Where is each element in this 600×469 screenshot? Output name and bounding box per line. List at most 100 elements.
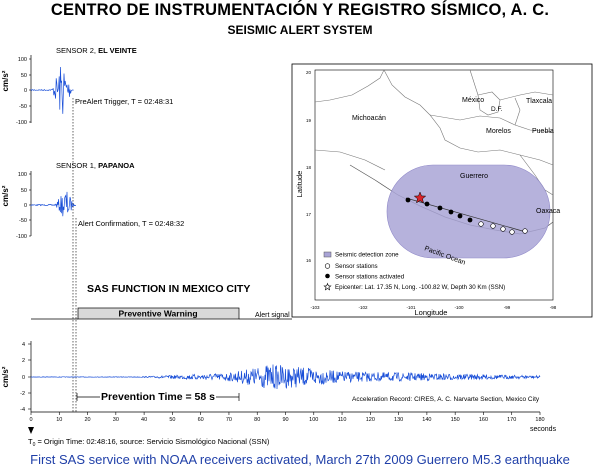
record-y-tick-label: 0 bbox=[22, 375, 25, 381]
map-x-tick-label: -103 bbox=[310, 305, 320, 310]
sensor1-tick-label: 0 bbox=[24, 203, 27, 209]
sensor2-name: EL VEINTE bbox=[98, 46, 137, 55]
station bbox=[522, 228, 528, 234]
origin-time-marker-icon bbox=[28, 427, 34, 434]
map-x-tick-label: -100 bbox=[454, 305, 464, 310]
region-label: Puebla bbox=[532, 128, 554, 135]
record-x-unit: seconds bbox=[530, 426, 557, 433]
epicenter-star-icon bbox=[413, 191, 427, 204]
map-y-axis-label: Latitude bbox=[295, 171, 304, 198]
record-unit-label: cm/s² bbox=[1, 366, 10, 387]
sensor1-tick-label: 50 bbox=[21, 188, 27, 194]
region-label: Michoacán bbox=[352, 115, 386, 122]
sensor2-waveform bbox=[30, 66, 74, 114]
footer-caption: First SAS service with NOAA receivers ac… bbox=[30, 452, 570, 467]
legend-item: Sensor stations bbox=[335, 263, 378, 270]
record-y-tick-label: -4 bbox=[20, 407, 25, 413]
station bbox=[478, 221, 484, 227]
record-x-tick-label: 30 bbox=[113, 417, 119, 423]
page-title: CENTRO DE INSTRUMENTACIÓN Y REGISTRO SÍS… bbox=[50, 1, 550, 19]
sensor2-panel: cm/s² 100 50 0 -50 -100 SENSOR 2, EL VEI… bbox=[1, 46, 173, 126]
map-y-tick-label: 16 bbox=[306, 258, 312, 263]
record-x-tick-label: 90 bbox=[282, 417, 288, 423]
sensor1-panel: cm/s² 100 50 0 -50 -100 SENSOR 1, PAPANO… bbox=[1, 161, 184, 240]
region-label: Guerrero bbox=[460, 173, 488, 180]
sas-heading: SAS FUNCTION IN MEXICO CITY bbox=[87, 283, 250, 295]
sensor2-tick-label: 0 bbox=[24, 88, 27, 94]
record-y-tick-label: 4 bbox=[22, 342, 25, 348]
sensor1-tick-label: -100 bbox=[16, 234, 27, 240]
station-activated bbox=[457, 213, 463, 219]
legend-zone-swatch bbox=[323, 251, 332, 258]
record-x-tick-label: 60 bbox=[198, 417, 204, 423]
sensor-stations bbox=[478, 221, 528, 235]
map-x-tick-label: -98 bbox=[550, 305, 557, 310]
legend-activated-icon bbox=[325, 273, 330, 279]
region-label: D.F. bbox=[491, 106, 503, 113]
record-waveform bbox=[30, 364, 541, 390]
record-x-tick-label: 180 bbox=[535, 417, 544, 423]
map-x-tick-label: -101 bbox=[406, 305, 416, 310]
sensor1-tick-label: -50 bbox=[19, 218, 27, 224]
map-x-axis-label: Longitude bbox=[415, 308, 448, 317]
sensor2-tick-label: 100 bbox=[18, 57, 27, 63]
record-x-tick-label: 40 bbox=[141, 417, 147, 423]
record-y-tick-label: 2 bbox=[22, 358, 25, 364]
map-y-tick-label: 17 bbox=[306, 212, 312, 217]
record-x-ticks: 0 10 20 30 40 50 60 70 80 90 100 110 120 130 140 150 160… bbox=[29, 412, 545, 423]
legend-item: Seismic detection zone bbox=[335, 252, 399, 259]
map-x-tick-label: -102 bbox=[358, 305, 368, 310]
region-label: Tlaxcala bbox=[526, 98, 552, 105]
origin-sub: 0 bbox=[33, 442, 36, 448]
sensor1-event-text: Alert Confirmation, T = 02:48:32 bbox=[78, 219, 184, 228]
origin-t: T bbox=[28, 437, 33, 446]
region-label: Oaxaca bbox=[536, 208, 560, 215]
record-x-tick-label: 10 bbox=[56, 417, 62, 423]
record-x-tick-label: 20 bbox=[84, 417, 90, 423]
sensor1-tick-label: 100 bbox=[18, 172, 27, 178]
region-label: México bbox=[462, 97, 484, 104]
sensor1-unit-label: cm/s² bbox=[1, 185, 10, 206]
sensor1-name: PAPANOA bbox=[98, 161, 135, 170]
record-x-tick-label: 160 bbox=[479, 417, 488, 423]
preventive-warning-label: Preventive Warning bbox=[118, 309, 197, 319]
legend-station-icon bbox=[324, 263, 331, 269]
legend-item: Epicenter: Lat. 17.35 N, Long. -100.82 W… bbox=[335, 284, 505, 291]
legend-item: Sensor stations activated bbox=[335, 274, 405, 281]
record-x-tick-label: 80 bbox=[254, 417, 260, 423]
record-x-tick-label: 170 bbox=[507, 417, 516, 423]
map-plot-area bbox=[314, 69, 554, 301]
station-activated bbox=[405, 197, 411, 203]
record-x-tick-label: 130 bbox=[394, 417, 403, 423]
preventive-warning-box bbox=[77, 307, 240, 320]
station-activated bbox=[424, 201, 430, 207]
map-y-tick-label: 20 bbox=[306, 70, 312, 75]
record-x-tick-label: 0 bbox=[29, 417, 32, 423]
region-label: Morelos bbox=[486, 128, 511, 135]
legend-epicenter-star-icon bbox=[323, 282, 332, 291]
sensor2-tick-label: -50 bbox=[19, 104, 27, 110]
seismic-detection-zone bbox=[386, 164, 551, 259]
record-x-tick-label: 70 bbox=[226, 417, 232, 423]
origin-rest: = Origin Time: 02:48:16, source: Servici… bbox=[35, 437, 270, 446]
page-subtitle: SEISMIC ALERT SYSTEM bbox=[227, 23, 373, 37]
map-panel: Michoacán México D.F. Tlaxcala Morelos P… bbox=[291, 63, 593, 318]
station bbox=[509, 229, 515, 235]
activated-stations bbox=[405, 197, 473, 223]
sensor2-unit-label: cm/s² bbox=[1, 70, 10, 91]
sensor2-tick-label: 50 bbox=[21, 73, 27, 79]
sas-panel: SAS FUNCTION IN MEXICO CITY Preventive W… bbox=[31, 283, 292, 320]
record-y-tick-label: -2 bbox=[20, 391, 25, 397]
prevention-time-label: Prevention Time = 58 s bbox=[101, 391, 215, 403]
map-legend: Seismic detection zone Sensor stations S… bbox=[323, 251, 505, 291]
map-y-tick-label: 19 bbox=[306, 118, 312, 123]
sensor2-tick-label: -100 bbox=[16, 120, 27, 126]
origin-time-text: T0 = Origin Time: 02:48:16, source: Serv… bbox=[28, 437, 270, 448]
sensor2-label-prefix: SENSOR 2, bbox=[56, 46, 98, 55]
sensor2-event-text: PreAlert Trigger, T = 02:48:31 bbox=[75, 97, 173, 106]
record-x-tick-label: 150 bbox=[451, 417, 460, 423]
record-x-tick-label: 100 bbox=[309, 417, 318, 423]
prevention-time-bg bbox=[100, 389, 216, 403]
map-y-tick-label: 18 bbox=[306, 165, 312, 170]
